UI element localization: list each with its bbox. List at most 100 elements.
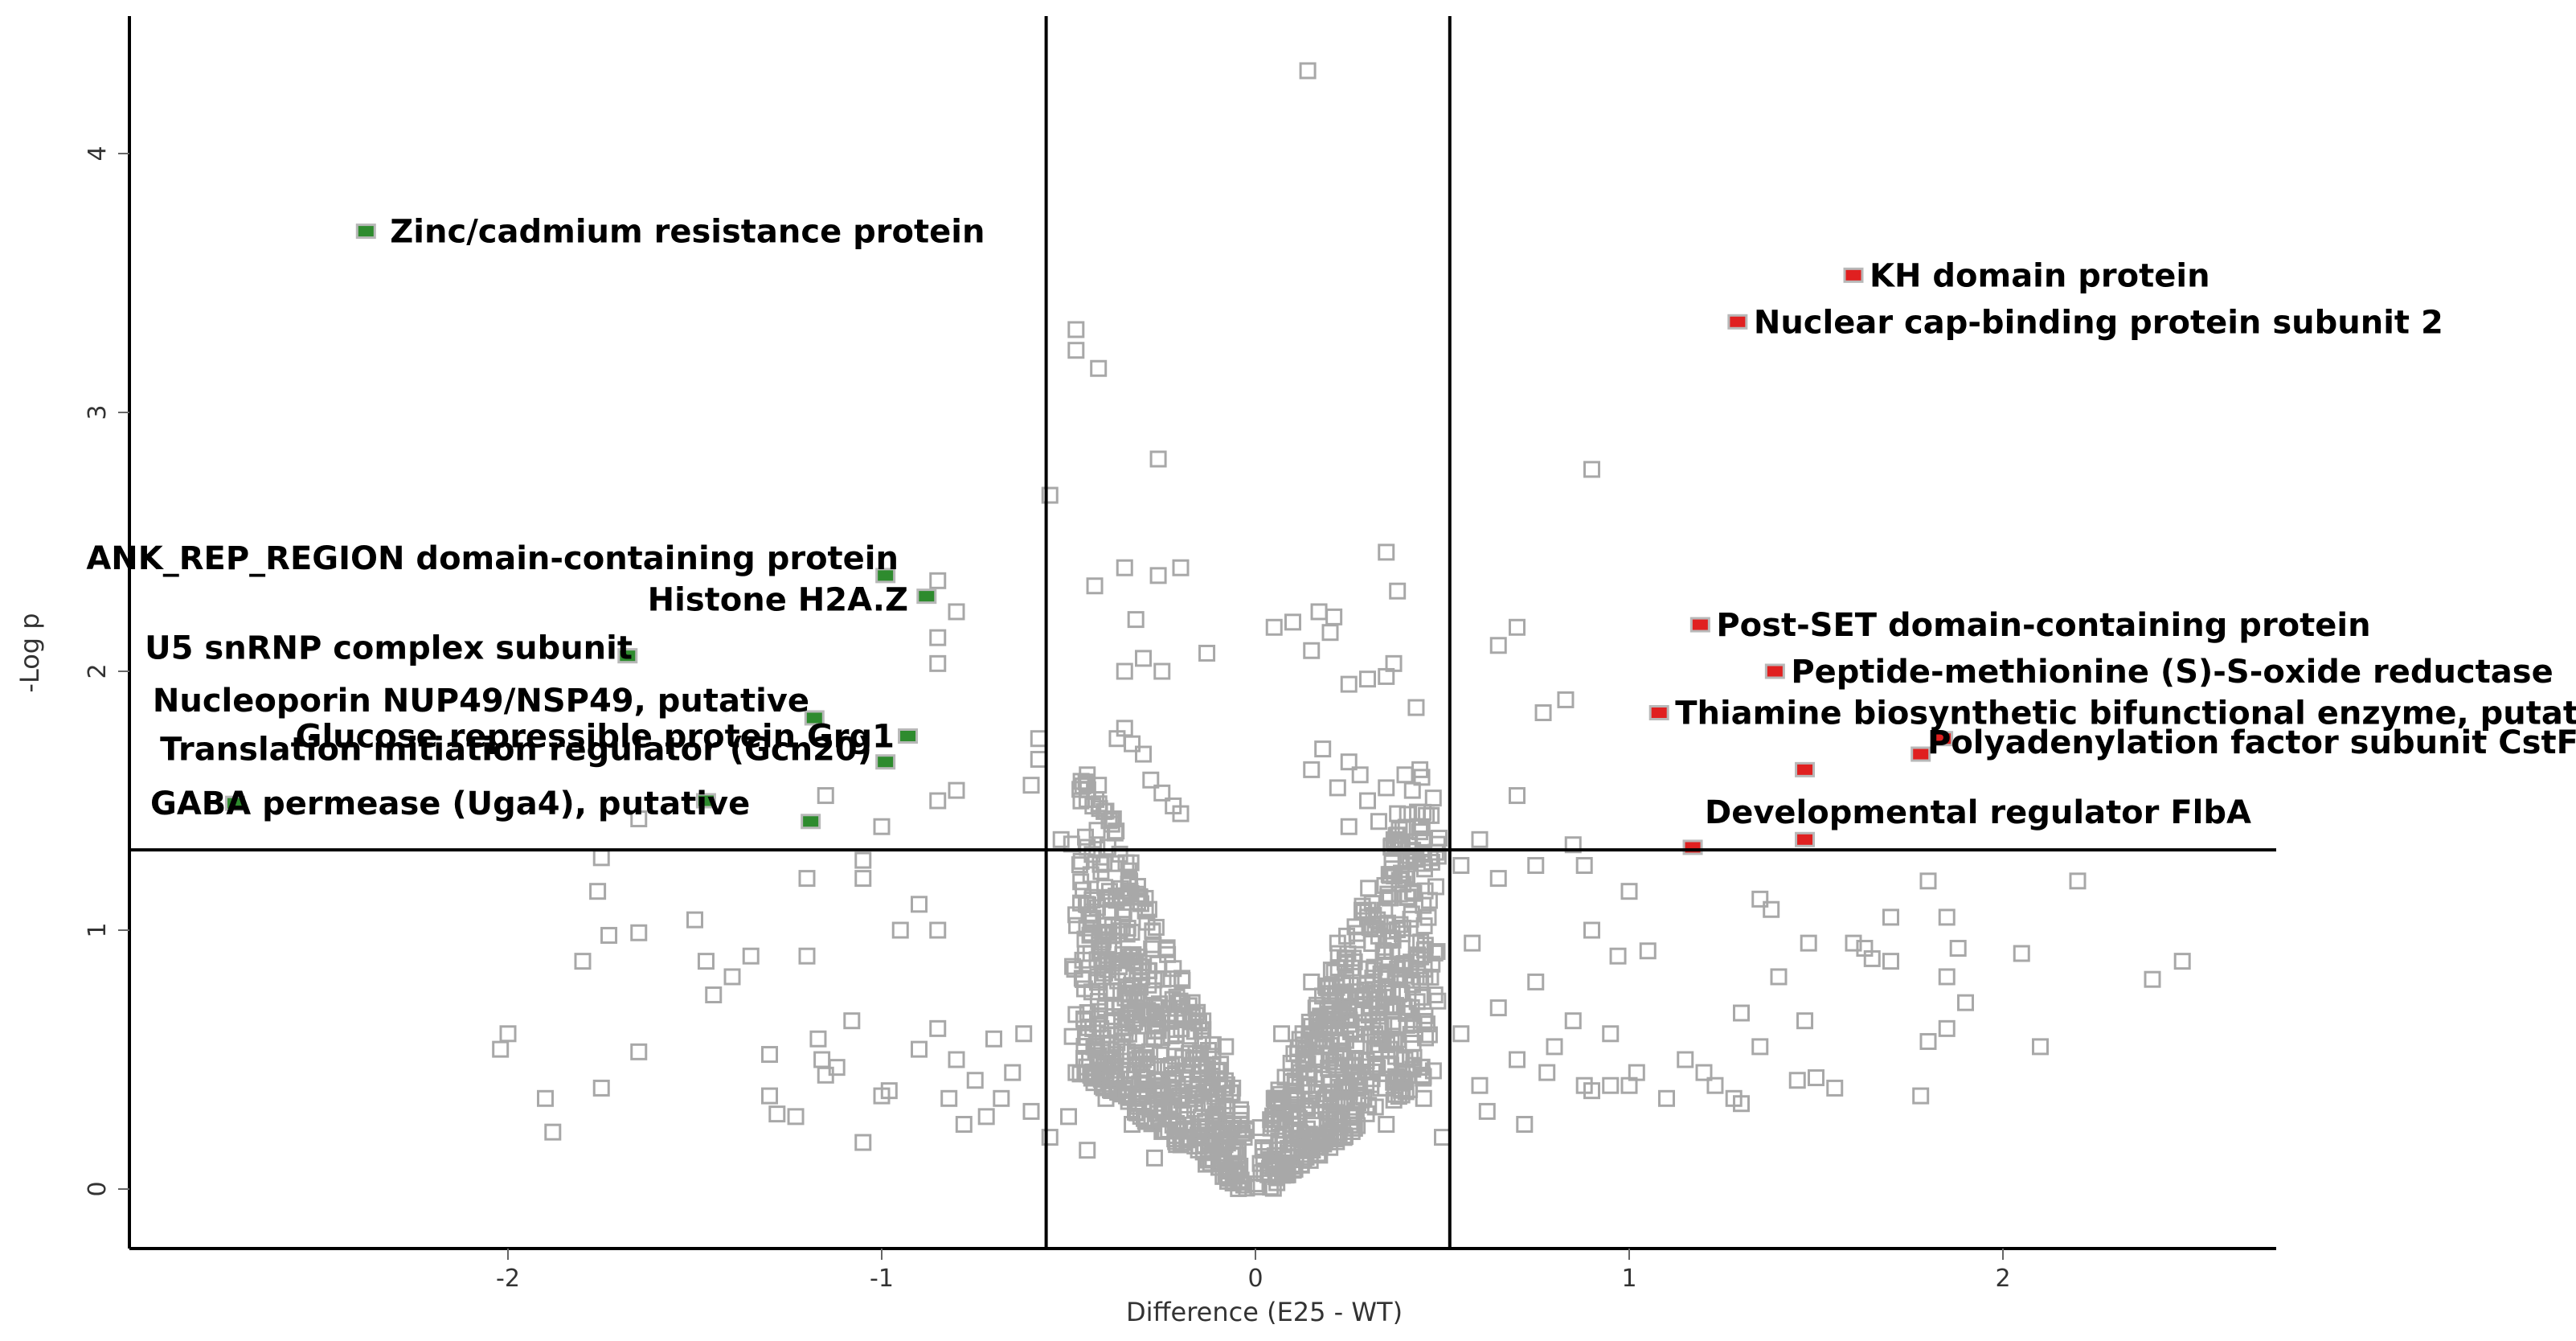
data-point	[1308, 996, 1326, 1014]
data-point	[1403, 905, 1420, 923]
data-point	[1509, 618, 1526, 636]
data-point	[1116, 662, 1133, 680]
data-point	[1146, 1017, 1164, 1035]
data-point	[1826, 1079, 1844, 1097]
data-point	[1396, 766, 1414, 784]
data-point	[592, 849, 610, 867]
data-point	[1165, 960, 1182, 978]
data-point	[1144, 923, 1161, 941]
data-point	[1120, 871, 1137, 888]
data-point	[2032, 1038, 2049, 1056]
data-point	[1299, 1055, 1317, 1072]
data-point	[1041, 486, 1059, 504]
data-point	[1360, 880, 1378, 897]
data-point	[492, 1040, 510, 1058]
data-point	[1370, 927, 1387, 945]
point-label: U5 snRNP complex subunit	[145, 630, 633, 667]
data-point	[1331, 1003, 1349, 1021]
data-point	[1337, 970, 1354, 988]
downregulated-point	[898, 728, 919, 744]
data-point	[1416, 882, 1434, 900]
data-point	[1557, 691, 1575, 708]
data-point	[1104, 1008, 1122, 1026]
data-point	[1390, 871, 1408, 889]
y-tick-label: 3	[84, 404, 112, 420]
data-point	[1308, 1091, 1325, 1109]
x-axis-ticks: -2 -1 0 1 2	[496, 1249, 2011, 1293]
data-point	[929, 1019, 947, 1037]
downregulated-point	[695, 793, 716, 809]
data-point	[1409, 946, 1427, 964]
data-point	[1173, 994, 1191, 1011]
data-point	[966, 1072, 984, 1089]
data-point	[1128, 1010, 1145, 1027]
downregulated-point	[617, 648, 638, 664]
data-point	[1218, 1126, 1236, 1143]
data-point	[1071, 894, 1089, 912]
data-point	[544, 1123, 562, 1141]
data-point	[1378, 667, 1395, 685]
data-point	[630, 810, 648, 828]
data-point	[1030, 730, 1047, 748]
data-point	[1075, 1037, 1093, 1055]
data-point	[1609, 947, 1627, 965]
data-point	[1345, 953, 1363, 970]
x-axis-title: Difference (E25 - WT)	[1126, 1297, 1403, 1327]
data-point	[1370, 813, 1387, 830]
data-point	[592, 1079, 610, 1097]
data-point	[1452, 1025, 1470, 1043]
data-point	[1179, 1090, 1197, 1108]
data-point	[1336, 953, 1354, 971]
data-point	[574, 953, 592, 970]
data-point	[1949, 940, 1967, 958]
data-point	[1564, 836, 1582, 854]
data-point	[1142, 771, 1160, 789]
data-point	[723, 968, 741, 986]
data-point	[1303, 761, 1321, 778]
data-point	[499, 1025, 517, 1043]
y-tick-label: 0	[84, 1181, 112, 1196]
data-point	[1321, 1107, 1339, 1125]
upregulated-point	[1682, 839, 1703, 855]
data-point	[1354, 897, 1371, 915]
data-point	[1117, 854, 1135, 871]
data-point	[1041, 1129, 1059, 1146]
data-point	[1398, 1016, 1415, 1034]
data-point	[705, 986, 723, 1003]
data-point	[1389, 582, 1407, 600]
data-point	[1796, 1012, 1814, 1030]
data-point	[1620, 883, 1638, 900]
data-point	[1083, 892, 1101, 909]
data-point	[1381, 867, 1399, 884]
data-point	[1409, 803, 1427, 821]
data-point	[1135, 1076, 1153, 1093]
data-point	[1378, 779, 1395, 797]
data-point	[1022, 777, 1040, 794]
data-point	[1359, 670, 1376, 688]
data-point	[1733, 1004, 1750, 1022]
data-point	[1149, 567, 1167, 584]
point-label: Developmental regulator FlbA	[1705, 794, 2251, 831]
data-point	[1957, 994, 1974, 1011]
data-point	[1083, 983, 1100, 1001]
data-point	[1394, 1064, 1411, 1081]
data-point	[1171, 1122, 1189, 1140]
data-point	[1389, 805, 1407, 822]
data-point	[742, 947, 760, 965]
data-point	[1068, 917, 1086, 934]
data-point	[1583, 461, 1600, 478]
data-point	[891, 921, 909, 939]
data-point	[985, 1030, 1002, 1048]
data-point	[1564, 1012, 1582, 1030]
data-point	[768, 1105, 786, 1123]
data-point	[1295, 1050, 1313, 1068]
y-axis-title: -Log p	[14, 613, 45, 692]
data-point	[1153, 662, 1171, 680]
data-point	[1290, 1060, 1308, 1078]
data-point	[1359, 792, 1376, 810]
data-point	[1706, 1076, 1724, 1094]
data-point	[1751, 890, 1769, 908]
axes	[128, 16, 2276, 1250]
data-point	[1489, 999, 1507, 1017]
data-point	[1145, 982, 1162, 999]
